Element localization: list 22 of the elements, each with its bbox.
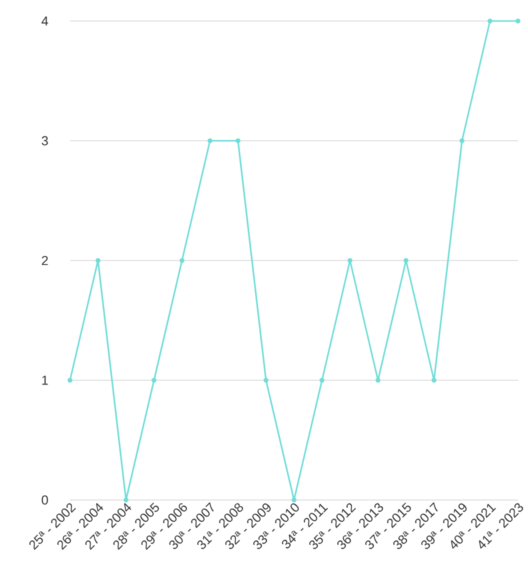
point [180, 258, 184, 263]
point [460, 138, 464, 144]
y-tick-label: 0 [42, 495, 48, 505]
y-tick-label: 2 [42, 256, 48, 266]
point [236, 138, 240, 144]
point [68, 378, 72, 383]
point [124, 498, 128, 502]
point [152, 378, 156, 383]
point [516, 18, 520, 24]
point [264, 378, 268, 383]
point [208, 138, 212, 144]
point [488, 18, 492, 24]
y-tick-label: 3 [42, 136, 48, 146]
point [96, 258, 100, 263]
point [320, 378, 324, 383]
point [432, 378, 436, 383]
y-tick-label: 4 [42, 16, 48, 26]
point [376, 378, 380, 383]
point [348, 258, 352, 263]
point [404, 258, 408, 263]
point [292, 498, 296, 502]
y-tick-label: 1 [42, 376, 48, 385]
